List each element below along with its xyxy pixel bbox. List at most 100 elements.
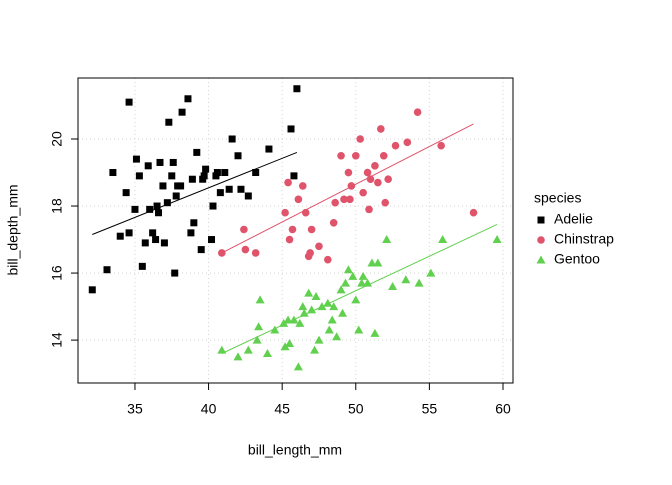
point	[190, 219, 198, 227]
y-axis-label: bill_depth_mm	[5, 184, 21, 275]
point	[178, 108, 186, 116]
point	[233, 352, 243, 361]
point	[172, 192, 180, 200]
point	[285, 235, 294, 244]
point	[255, 295, 265, 304]
point	[374, 178, 382, 187]
point	[131, 205, 139, 213]
point	[187, 229, 195, 237]
point	[384, 175, 392, 184]
point	[331, 198, 339, 207]
point	[200, 172, 208, 180]
point	[329, 302, 339, 311]
point	[377, 125, 385, 133]
point	[324, 325, 334, 334]
point	[241, 245, 250, 254]
point	[403, 138, 412, 147]
y-tick-label: 16	[49, 265, 65, 281]
point	[225, 185, 233, 193]
point	[381, 198, 390, 207]
point	[252, 169, 260, 177]
point	[329, 218, 338, 227]
legend-label: Adelie	[554, 211, 593, 227]
legend-marker	[537, 236, 545, 244]
point	[347, 182, 356, 190]
point	[358, 271, 368, 280]
point	[240, 225, 248, 234]
point	[287, 125, 295, 133]
point	[262, 349, 272, 358]
point	[174, 182, 182, 190]
point	[346, 195, 354, 204]
point	[340, 195, 348, 204]
point	[382, 235, 392, 244]
point	[298, 302, 308, 311]
point	[315, 242, 323, 251]
point	[336, 285, 346, 294]
trend-line	[92, 151, 298, 235]
point	[311, 292, 321, 301]
point	[109, 169, 117, 177]
trend-line	[221, 224, 498, 354]
point	[125, 98, 133, 106]
point	[284, 178, 292, 187]
point	[437, 141, 445, 150]
point	[208, 236, 216, 244]
point	[88, 286, 96, 294]
point	[165, 118, 173, 126]
point	[290, 172, 298, 180]
point	[228, 135, 236, 143]
point	[281, 208, 289, 217]
point	[270, 325, 280, 334]
x-tick-label: 40	[201, 401, 217, 417]
point	[146, 205, 154, 213]
point	[304, 252, 313, 261]
point	[413, 108, 422, 116]
trend-line	[221, 123, 474, 254]
point	[280, 342, 290, 351]
y-tick-label: 18	[49, 198, 65, 214]
point	[135, 172, 143, 180]
point	[149, 229, 157, 237]
point	[438, 235, 448, 244]
point	[370, 328, 380, 337]
point	[363, 168, 372, 177]
point	[299, 308, 309, 317]
point	[293, 362, 303, 371]
y-tick-label: 14	[49, 332, 65, 348]
point	[357, 278, 367, 287]
legend-title: species	[534, 190, 581, 206]
point	[265, 145, 273, 153]
point	[217, 345, 227, 354]
point	[116, 232, 124, 240]
point	[388, 281, 398, 290]
legend-label: Gentoo	[554, 251, 600, 267]
plot-frame	[77, 77, 514, 384]
point	[469, 208, 478, 217]
point	[153, 202, 161, 210]
point	[156, 158, 164, 166]
point	[414, 278, 424, 287]
point	[159, 182, 167, 190]
point	[132, 155, 140, 163]
point	[202, 165, 210, 173]
y-tick-label: 20	[49, 131, 65, 147]
point	[314, 335, 324, 344]
point	[163, 199, 171, 207]
point	[125, 229, 133, 237]
point	[391, 141, 400, 150]
point	[295, 318, 305, 327]
x-axis-label: bill_length_mm	[248, 442, 342, 458]
point	[138, 262, 146, 270]
point	[294, 195, 303, 204]
point	[401, 275, 411, 284]
point	[288, 225, 297, 234]
point	[184, 95, 192, 103]
point	[168, 172, 176, 180]
point	[337, 151, 345, 160]
point	[338, 308, 348, 317]
point	[348, 271, 358, 280]
point	[193, 148, 201, 156]
